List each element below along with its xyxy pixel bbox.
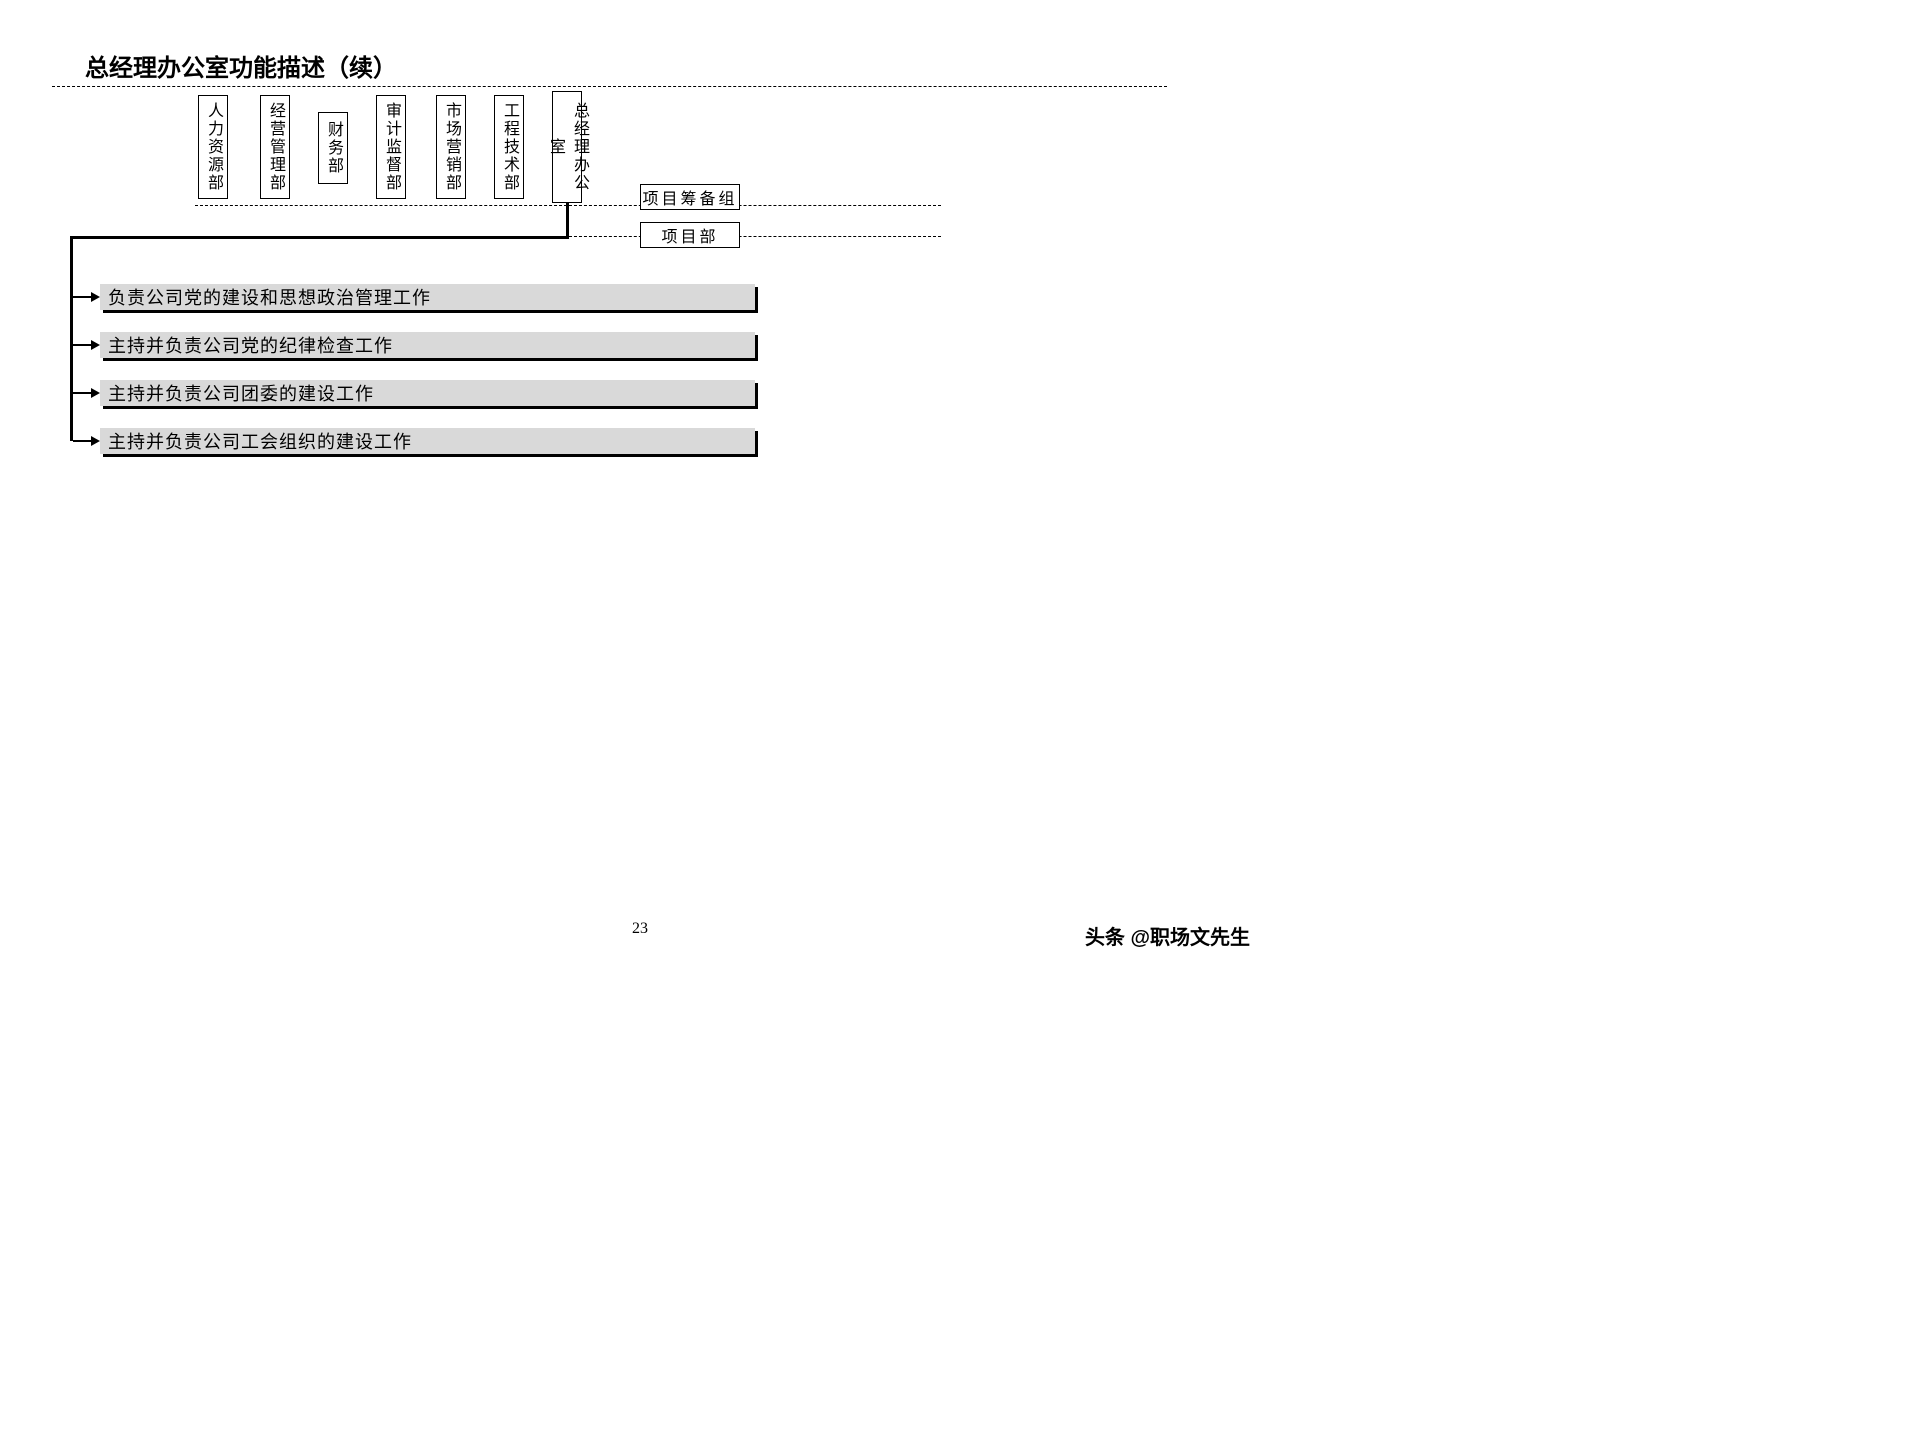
func-shadow-b-3: [103, 454, 758, 457]
connector-main-vertical: [70, 236, 73, 441]
dashed-line-top: [52, 86, 1167, 87]
dept-box-2: 财务部: [318, 112, 348, 184]
page-title: 总经理办公室功能描述（续）: [85, 48, 397, 83]
dept-box-4: 市场营销部: [436, 95, 466, 199]
dept-box-1: 经营管理部: [260, 95, 290, 199]
watermark: 头条 @职场文先生: [1085, 921, 1250, 950]
func-bar-2: 主持并负责公司团委的建设工作: [100, 380, 755, 406]
dept-box-5: 工程技术部: [494, 95, 524, 199]
func-bar-1: 主持并负责公司党的纪律检查工作: [100, 332, 755, 358]
watermark-text: 头条 @职场文先生: [1085, 921, 1250, 950]
connector-vertical-office: [566, 203, 569, 238]
func-shadow-b-0: [103, 310, 758, 313]
arrow-head-1: [91, 340, 100, 350]
dept-box-0: 人力资源部: [198, 95, 228, 199]
func-bar-0: 负责公司党的建设和思想政治管理工作: [100, 284, 755, 310]
dept-box-3: 审计监督部: [376, 95, 406, 199]
arrow-line-3: [73, 440, 93, 442]
arrow-line-2: [73, 392, 93, 394]
arrow-head-2: [91, 388, 100, 398]
arrow-head-0: [91, 292, 100, 302]
side-box-1: 项目部: [640, 222, 740, 248]
page-number: 23: [632, 920, 648, 938]
connector-horizontal: [70, 236, 569, 239]
arrow-line-0: [73, 296, 93, 298]
side-box-0: 项目筹备组: [640, 184, 740, 210]
arrow-line-1: [73, 344, 93, 346]
arrow-head-3: [91, 436, 100, 446]
dept-box-6: 总经理办公室: [552, 91, 582, 203]
func-shadow-b-1: [103, 358, 758, 361]
func-bar-3: 主持并负责公司工会组织的建设工作: [100, 428, 755, 454]
func-shadow-b-2: [103, 406, 758, 409]
